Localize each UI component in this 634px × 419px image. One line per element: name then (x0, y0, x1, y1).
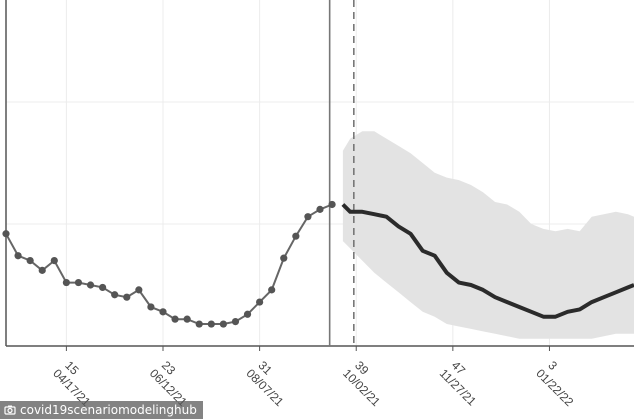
observed-point-14 (171, 315, 179, 323)
observed-point-20 (243, 310, 252, 318)
observed-point-11 (135, 286, 143, 294)
observed-point-1 (14, 252, 22, 260)
watermark-text: covid19scenariomodelinghub (20, 403, 197, 417)
observed-point-25 (304, 213, 312, 221)
observed-point-8 (99, 283, 107, 292)
observed-point-7 (86, 281, 95, 289)
observed-series-line (5, 203, 333, 325)
reference-lines (328, 0, 355, 346)
observed-point-16 (195, 320, 203, 328)
observed-point-19 (231, 318, 240, 326)
observed-point-21 (256, 298, 264, 306)
observed-point-24 (292, 232, 300, 240)
watermark: covid19scenariomodelinghub (0, 401, 203, 419)
observed-point-17 (207, 320, 215, 328)
observed-point-5 (62, 278, 70, 287)
observed-point-9 (111, 291, 119, 299)
observed-point-15 (183, 315, 191, 323)
observed-series-points (2, 200, 336, 328)
camera-icon (4, 405, 16, 415)
observed-point-2 (26, 257, 34, 265)
projection-median-line (341, 203, 634, 319)
observed-point-4 (50, 257, 58, 265)
observed-point-27 (328, 200, 336, 209)
projection-interval-band (342, 131, 634, 339)
observed-point-26 (316, 205, 324, 213)
observed-point-23 (280, 254, 288, 262)
observed-point-18 (219, 320, 227, 328)
x-tick-date-5: 01/22/22 (533, 366, 576, 409)
observed-point-22 (268, 286, 276, 294)
observed-point-6 (74, 278, 83, 287)
observed-point-12 (147, 303, 155, 311)
observed-point-10 (123, 293, 131, 301)
axes (5, 0, 634, 347)
observed-point-13 (159, 308, 167, 316)
observed-point-0 (2, 230, 10, 238)
observed-point-3 (38, 266, 46, 274)
